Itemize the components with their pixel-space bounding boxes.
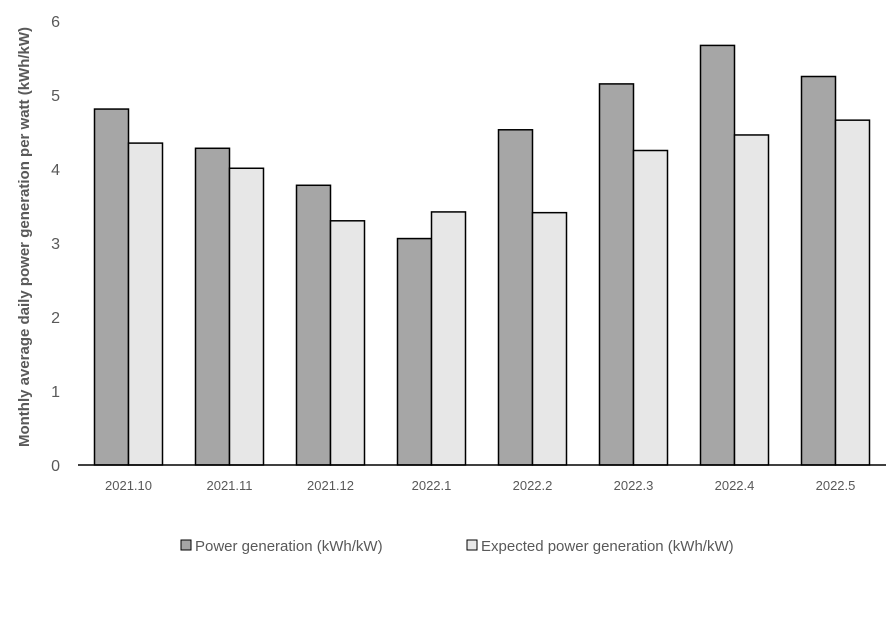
x-tick-label: 2021.10 xyxy=(105,478,152,493)
legend-swatch xyxy=(466,539,478,551)
bar-power-2022.2 xyxy=(497,129,534,466)
bar-expected-2022.2 xyxy=(531,211,568,466)
y-tick-label: 4 xyxy=(51,162,60,179)
bar-expected-2021.12 xyxy=(329,220,366,466)
x-tick-label: 2021.12 xyxy=(307,478,354,493)
bar-power-2022.5 xyxy=(800,75,837,466)
x-tick-label: 2022.5 xyxy=(816,478,856,493)
bar-expected-2022.1 xyxy=(430,211,467,466)
y-tick-labels: 0 1 2 3 4 5 6 xyxy=(51,14,60,475)
y-tick-label: 1 xyxy=(51,384,60,401)
y-tick-label: 3 xyxy=(51,236,60,253)
legend-label: Power generation (kWh/kW) xyxy=(195,538,383,555)
bar-power-2021.10 xyxy=(93,108,130,466)
bar-expected-2021.11 xyxy=(228,167,265,466)
x-tick-label: 2022.1 xyxy=(412,478,452,493)
bar-power-2022.1 xyxy=(396,237,433,466)
y-tick-label: 2 xyxy=(51,310,60,327)
x-tick-label: 2022.4 xyxy=(715,478,755,493)
bar-power-2022.3 xyxy=(598,83,635,466)
legend: Power generation (kWh/kW) Expected power … xyxy=(180,538,734,555)
bar-power-2021.12 xyxy=(295,184,332,466)
x-tick-labels: 2021.10 2021.11 2021.12 2022.1 2022.2 2022.3 2… xyxy=(105,478,855,493)
bar-expected-2022.4 xyxy=(733,134,770,466)
bars-layer xyxy=(93,44,871,466)
legend-swatch xyxy=(180,539,192,551)
bar-power-2021.11 xyxy=(194,147,231,466)
bar-expected-2022.5 xyxy=(834,119,871,466)
x-tick-label: 2022.2 xyxy=(513,478,553,493)
legend-label: Expected power generation (kWh/kW) xyxy=(481,538,734,555)
y-tick-label: 5 xyxy=(51,88,60,105)
y-axis-label: Monthly average daily power generation p… xyxy=(16,27,33,447)
bar-power-2022.4 xyxy=(699,44,736,466)
y-tick-label: 0 xyxy=(51,458,60,475)
x-tick-label: 2021.11 xyxy=(206,478,252,493)
bar-expected-2021.10 xyxy=(127,142,164,466)
y-tick-label: 6 xyxy=(51,14,60,31)
bar-expected-2022.3 xyxy=(632,149,669,466)
x-tick-label: 2022.3 xyxy=(614,478,654,493)
